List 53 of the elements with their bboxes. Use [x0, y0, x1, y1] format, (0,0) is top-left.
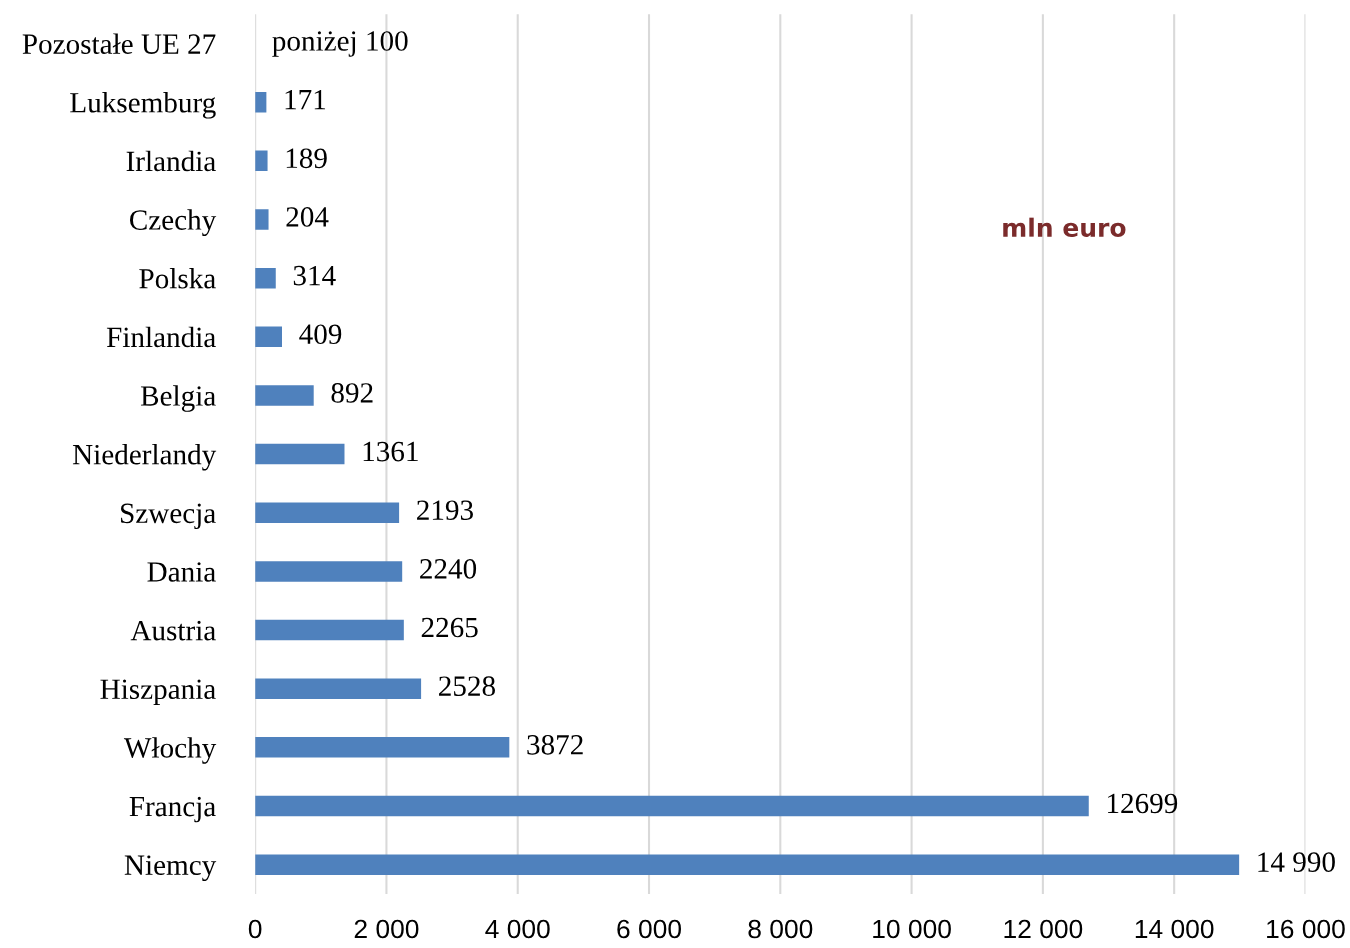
x-tick-label: 12 000: [1004, 919, 1083, 939]
y-tick-label: Hiszpania: [100, 679, 216, 706]
bar: [255, 795, 1089, 817]
data-label: 892: [331, 383, 373, 403]
x-tick-label: 2 000: [354, 919, 419, 939]
y-tick-label: Niederlandy: [72, 443, 217, 471]
bar: [255, 502, 400, 524]
x-tick-label: 8 000: [748, 919, 813, 939]
bar: [255, 443, 345, 465]
bar: [255, 737, 510, 758]
text: poniżej 100: [272, 31, 408, 57]
y-tick-label: Irlandia: [126, 150, 216, 172]
y-tick-label: Francja: [129, 796, 216, 823]
x-tick-label: 6 000: [617, 919, 681, 939]
bar: [255, 150, 268, 172]
data-label: 14 990: [1258, 852, 1335, 872]
x-tick-label: 0: [248, 919, 262, 939]
y-tick-label: Austria: [130, 620, 216, 641]
data-label: 2265: [421, 617, 478, 638]
bar: [255, 678, 422, 699]
y-tick-label: Szwecja: [121, 503, 216, 530]
y-tick-label: Niemcy: [124, 855, 217, 882]
data-label: 314: [293, 265, 336, 286]
y-tick-label: Czechy: [130, 209, 217, 236]
data-label: 2193: [417, 500, 473, 521]
data-label: 171: [285, 89, 326, 110]
bar: [255, 561, 403, 582]
x-tick-label: 10 000: [873, 919, 951, 939]
bar: [255, 619, 404, 641]
bar: [255, 854, 1240, 875]
x-tick-label: 16 000: [1267, 919, 1345, 939]
data-label: 12699: [1107, 793, 1178, 814]
bar: [255, 267, 276, 289]
bar: [255, 326, 282, 348]
x-tick-label: 14 000: [1135, 919, 1214, 939]
y-tick-label: Finlandia: [106, 326, 216, 348]
y-tick-label: Belgia: [140, 385, 216, 412]
x-tick-label: 4 000: [485, 919, 550, 939]
data-label: 204: [286, 207, 329, 227]
data-label: 3872: [527, 734, 583, 755]
data-label: 189: [286, 148, 327, 169]
bar: [255, 385, 314, 406]
y-tick-label: Luksemburg: [70, 92, 216, 119]
bar: [255, 209, 269, 230]
annotation: mln euro: [1003, 217, 1126, 238]
y-tick-label: Pozostałe UE 27: [22, 33, 216, 54]
data-label: 1361: [363, 441, 418, 462]
data-label: 409: [299, 324, 342, 345]
y-tick-label: Polska: [139, 268, 216, 289]
data-label: 2240: [420, 559, 477, 579]
data-label: 2528: [439, 676, 495, 696]
y-tick-label: Dania: [147, 562, 216, 582]
y-tick-label: Włochy: [123, 737, 217, 764]
